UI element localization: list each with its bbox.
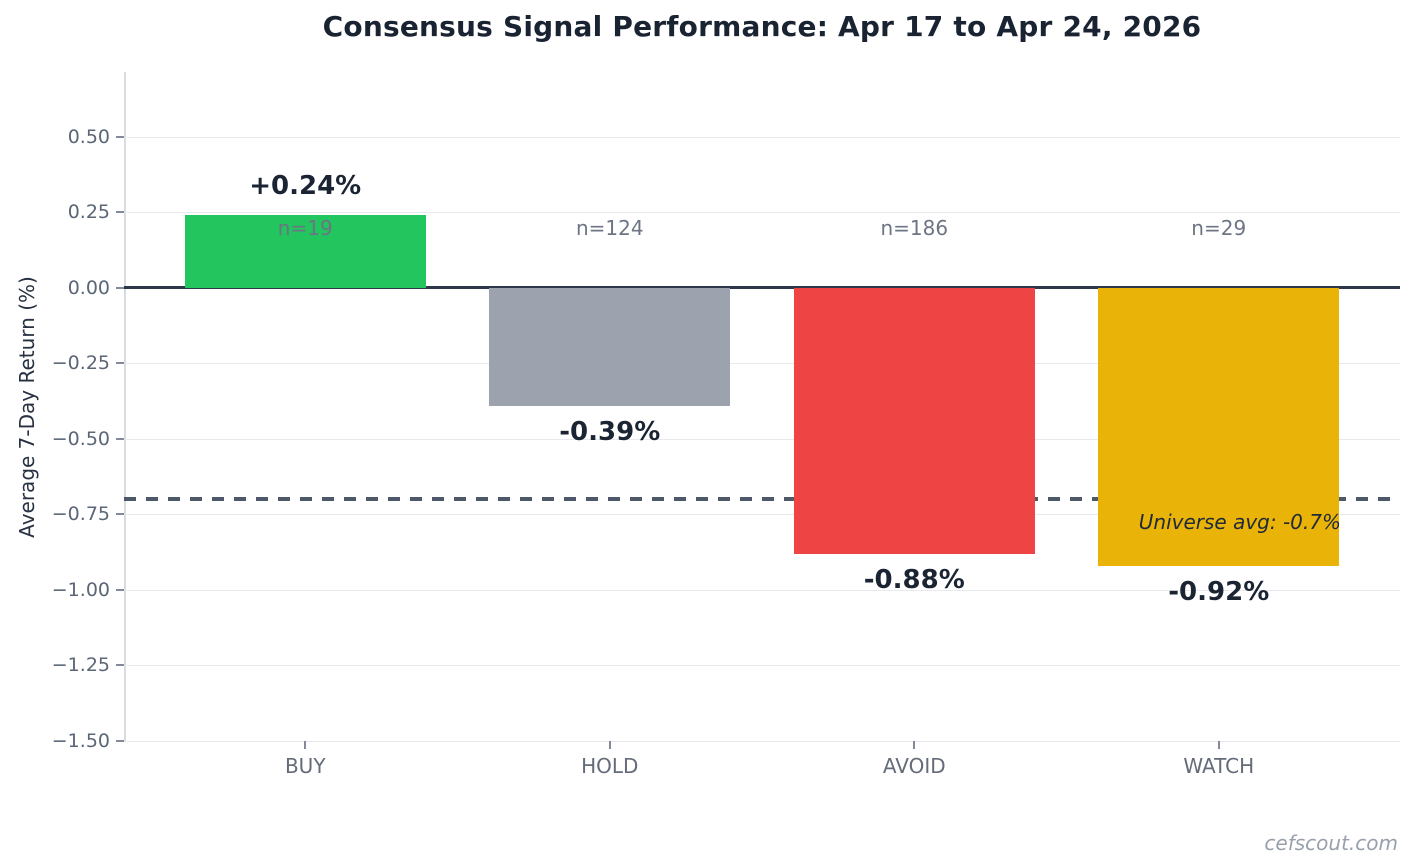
bar-buy <box>184 215 426 288</box>
y-tick-label: −1.25 <box>51 654 110 677</box>
x-tick-mark <box>304 741 307 749</box>
bar-hold <box>489 287 731 406</box>
gridline <box>124 438 1400 440</box>
watermark: cefscout.com <box>1264 831 1398 855</box>
y-tick-mark <box>116 362 124 365</box>
y-tick-mark <box>116 588 124 591</box>
y-tick-mark <box>116 211 124 214</box>
y-tick-label: 0.50 <box>67 125 110 148</box>
gridline <box>124 665 1400 667</box>
y-tick-label: −1.00 <box>51 578 110 601</box>
bar-count-label: n=19 <box>277 215 333 240</box>
y-tick-label: 0.25 <box>67 201 110 224</box>
y-tick-label: −0.25 <box>51 352 110 375</box>
bar-value-label: -0.92% <box>1168 576 1270 607</box>
y-tick-mark <box>116 135 124 138</box>
x-tick-label-hold: HOLD <box>581 754 639 778</box>
y-tick-mark <box>116 437 124 440</box>
reference-line-label: Universe avg: -0.7% <box>1138 510 1341 535</box>
gridline <box>124 514 1400 516</box>
y-tick-label: −0.75 <box>51 503 110 526</box>
y-axis-spine <box>124 72 126 741</box>
x-tick-mark <box>608 741 611 749</box>
x-tick-label-avoid: AVOID <box>882 754 946 778</box>
gridline <box>124 363 1400 365</box>
bar-count-label: n=29 <box>1191 215 1247 240</box>
y-tick-mark <box>116 286 124 289</box>
y-tick-label: −1.50 <box>51 730 110 752</box>
y-tick-mark <box>116 740 124 742</box>
zero-line <box>124 286 1400 290</box>
y-tick-mark <box>116 664 124 667</box>
y-tick-label: 0.00 <box>67 276 110 299</box>
x-tick-mark <box>913 741 916 749</box>
bar-watch <box>1098 287 1340 566</box>
gridline <box>124 212 1400 214</box>
y-tick-label: −0.50 <box>51 427 110 450</box>
bar-count-label: n=186 <box>880 215 949 240</box>
bar-count-label: n=124 <box>575 215 644 240</box>
bar-value-label: -0.39% <box>559 416 661 447</box>
bar-value-label: +0.24% <box>249 171 362 202</box>
x-tick-mark <box>1217 741 1220 749</box>
gridline <box>124 589 1400 591</box>
chart-title: Consensus Signal Performance: Apr 17 to … <box>322 10 1202 43</box>
y-tick-mark <box>116 513 124 516</box>
x-tick-label-watch: WATCH <box>1183 754 1255 778</box>
bar-avoid <box>793 287 1035 554</box>
gridline <box>124 136 1400 138</box>
reference-dashed-line <box>124 497 1400 502</box>
gridline <box>124 741 1400 742</box>
bar-value-label: -0.88% <box>863 564 965 595</box>
x-tick-label-buy: BUY <box>284 754 326 778</box>
